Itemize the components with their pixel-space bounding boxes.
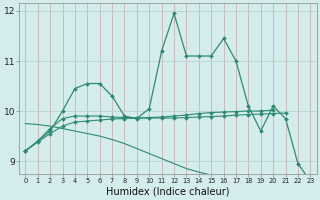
X-axis label: Humidex (Indice chaleur): Humidex (Indice chaleur) <box>106 187 229 197</box>
